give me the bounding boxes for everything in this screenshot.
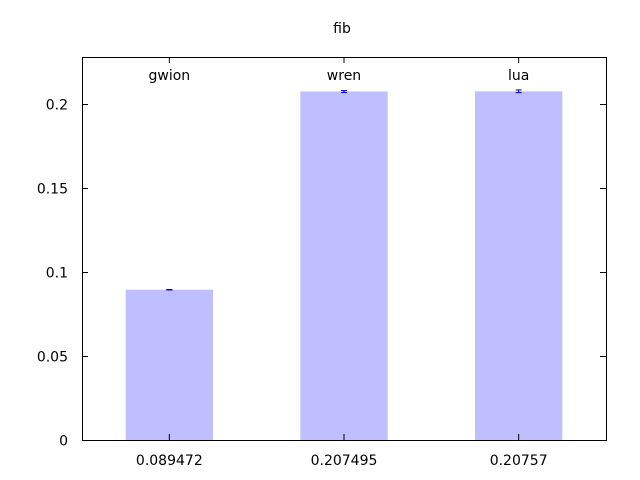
error-bar-gwion [166,288,173,291]
bar-wren [300,91,388,441]
y-tick-label: 0 [59,434,68,450]
y-tick-label: 0.2 [46,98,68,114]
category-labels-group: gwion wren lua [148,68,529,84]
bar-lua [475,91,563,440]
bars-group [125,91,563,441]
y-tick-label: 0.15 [37,182,68,198]
error-bar-wren [341,90,347,93]
x-axis-ticks-group: 0.089472 0.207495 0.20757 [136,57,548,469]
x-tick-label: 0.089472 [136,453,203,469]
x-tick-label: 0.207495 [311,453,378,469]
category-label-wren: wren [327,68,361,84]
error-bars-group [166,89,522,291]
error-bar-lua [515,89,522,94]
category-label-gwion: gwion [148,68,190,84]
y-tick-label: 0.05 [37,350,68,366]
plot-frame [82,57,607,441]
y-tick-label: 0.1 [46,266,68,282]
y-axis-ticks-group: 0 0.05 0.1 0.15 0.2 [37,98,606,450]
x-tick-label: 0.20757 [490,453,548,469]
category-label-lua: lua [508,68,529,84]
bar-gwion [125,289,213,440]
chart-title: fib [333,21,351,37]
